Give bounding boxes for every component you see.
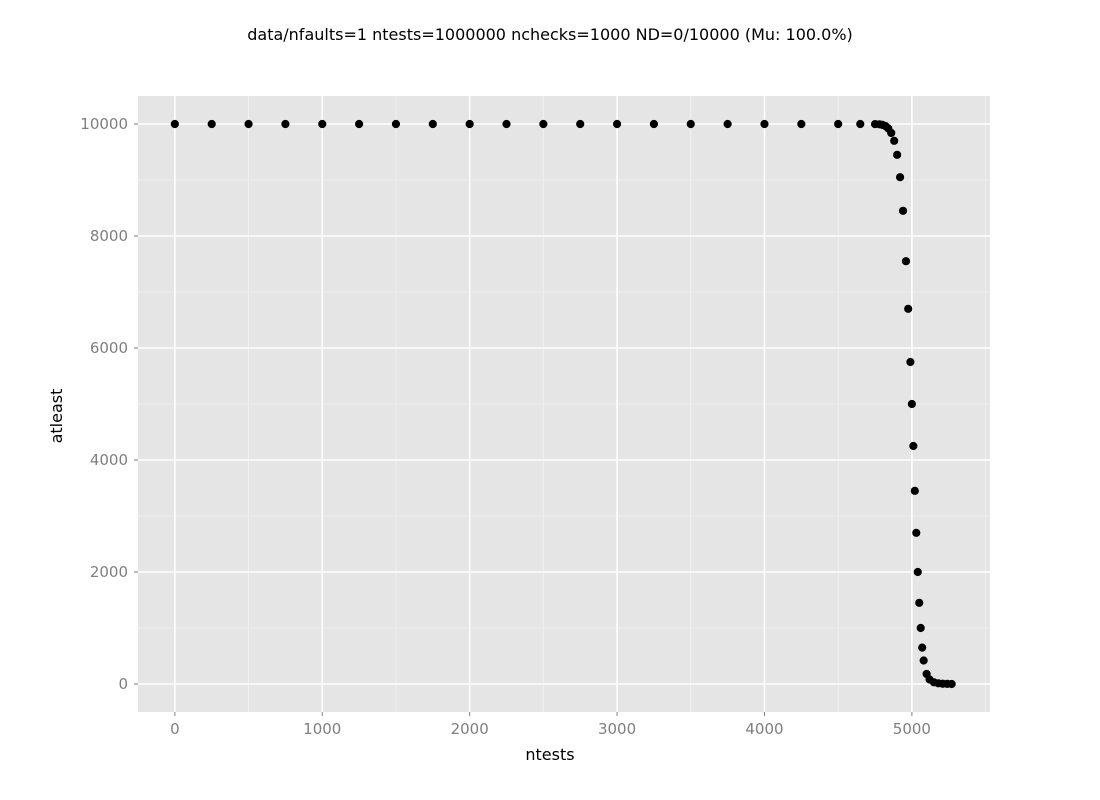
data-point: [465, 119, 474, 129]
x-tick-label: 3000: [598, 720, 636, 738]
data-point: [916, 623, 925, 633]
data-point: [391, 119, 401, 129]
data-point: [913, 567, 922, 577]
data-point: [170, 119, 179, 129]
y-tick-label: 6000: [90, 339, 128, 357]
data-point: [281, 119, 290, 129]
data-points: [170, 119, 956, 689]
data-point: [760, 119, 769, 129]
data-point: [355, 119, 364, 129]
data-point: [576, 119, 585, 129]
data-point: [919, 656, 928, 665]
y-axis-label: atleast: [47, 389, 66, 444]
data-point: [539, 119, 548, 129]
y-tick-label: 0: [118, 675, 128, 693]
data-point: [906, 357, 915, 367]
data-point: [797, 119, 806, 129]
y-tick-label: 4000: [90, 451, 128, 469]
data-point: [893, 150, 902, 159]
data-point: [887, 128, 896, 138]
data-point: [856, 119, 865, 129]
data-point: [907, 399, 916, 409]
x-tick-label: 1000: [303, 720, 341, 738]
x-axis-ticks: 0 1000 2000 3000 4000 5000: [170, 712, 931, 738]
data-point: [901, 257, 911, 266]
major-grid: [138, 96, 990, 712]
data-point: [834, 119, 843, 129]
data-point: [915, 598, 924, 607]
data-point: [912, 528, 921, 537]
data-point: [947, 679, 956, 689]
data-point: [207, 119, 216, 129]
data-point: [909, 441, 918, 451]
minor-grid: [138, 96, 990, 712]
data-point: [910, 486, 919, 495]
data-point: [428, 119, 437, 129]
data-point: [502, 119, 511, 129]
data-point: [918, 643, 927, 652]
data-point: [723, 119, 732, 129]
data-point: [686, 119, 695, 129]
x-tick-label: 5000: [893, 720, 931, 738]
y-tick-label: 10000: [80, 115, 128, 133]
x-tick-label: 2000: [451, 720, 489, 738]
y-tick-label: 2000: [90, 563, 128, 581]
data-point: [895, 173, 905, 182]
data-point: [318, 119, 327, 129]
data-point: [649, 119, 659, 129]
x-tick-label: 4000: [745, 720, 783, 738]
data-point: [612, 119, 622, 129]
x-tick-label: 0: [170, 720, 180, 738]
y-tick-label: 8000: [90, 227, 128, 245]
y-axis-ticks: 0 2000 4000 6000 8000 10000: [80, 115, 138, 693]
data-point: [244, 119, 253, 129]
chart-title: data/nfaults=1 ntests=1000000 nchecks=10…: [247, 25, 853, 44]
data-point: [904, 304, 913, 313]
data-point: [898, 206, 908, 215]
data-point: [890, 136, 899, 145]
x-axis-label: ntests: [525, 745, 574, 764]
